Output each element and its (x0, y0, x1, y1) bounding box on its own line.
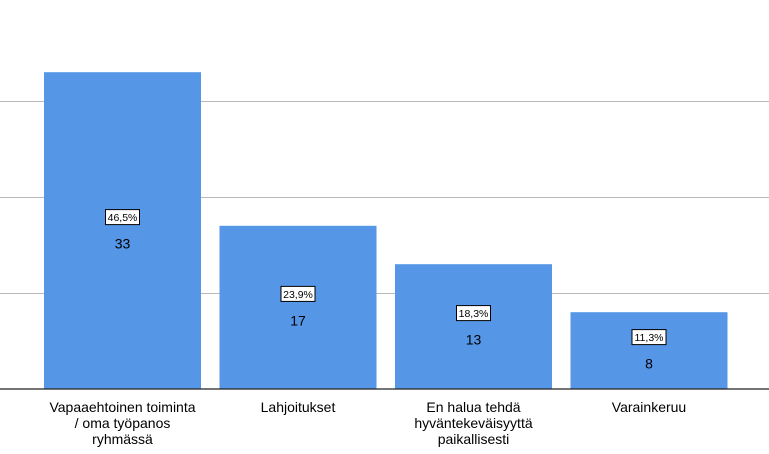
category-label: En halua tehdä hyväntekeväisyyttä paikal… (414, 399, 533, 447)
count-label: 33 (115, 236, 131, 252)
percent-label-box (105, 209, 140, 226)
percent-label-text: 46,5% (108, 212, 138, 224)
count-label: 17 (290, 312, 306, 328)
bar (395, 264, 552, 389)
percent-label-text: 23,9% (283, 289, 313, 301)
percent-label-box (631, 329, 667, 346)
bars: 46,5% 33 23,9% 17 18,3% 13 11,3% 8 (44, 72, 728, 389)
bar (219, 225, 377, 389)
percent-label-box (280, 285, 316, 302)
percent-label-text: 18,3% (459, 308, 489, 320)
category-label: Vapaaehtoinen toiminta / oma työpanos ry… (49, 399, 196, 447)
percent-label: 23,9% (280, 285, 316, 302)
bar (44, 72, 201, 389)
percent-label-text: 11,3% (635, 332, 664, 344)
count-label: 13 (466, 332, 482, 348)
category-label: Varainkeruu (611, 399, 687, 415)
percent-label: 11,3% (631, 329, 667, 346)
count-label: 8 (645, 356, 653, 372)
percent-label-box (456, 305, 491, 322)
category-label: Lahjoitukset (260, 399, 336, 415)
percent-label: 46,5% (105, 209, 140, 226)
percent-label: 18,3% (456, 305, 491, 322)
bar (570, 312, 728, 389)
